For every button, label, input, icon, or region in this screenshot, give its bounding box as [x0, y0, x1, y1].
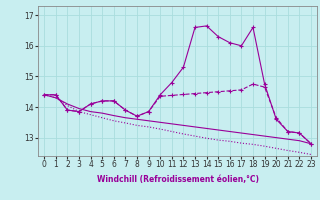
X-axis label: Windchill (Refroidissement éolien,°C): Windchill (Refroidissement éolien,°C): [97, 175, 259, 184]
